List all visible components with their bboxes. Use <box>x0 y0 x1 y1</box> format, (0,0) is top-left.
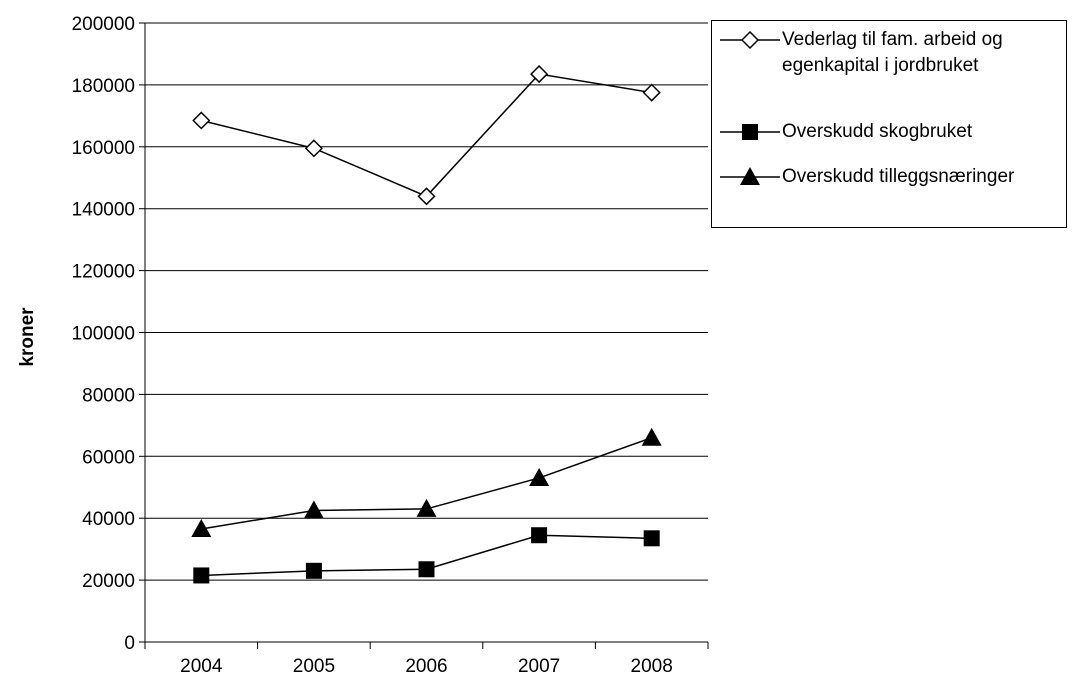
data-point <box>416 498 437 517</box>
y-tick-label: 180000 <box>72 76 135 97</box>
data-point <box>418 561 435 578</box>
y-tick-label: 120000 <box>72 262 135 283</box>
y-tick-labels: 0 20000 40000 60000 80000 100000 120000 140000 1… <box>72 14 135 654</box>
y-tick-label: 40000 <box>82 509 135 530</box>
data-point <box>530 65 549 84</box>
data-point <box>191 519 212 538</box>
data-point <box>193 567 210 584</box>
data-point <box>643 530 660 547</box>
y-tick-label: 100000 <box>72 324 135 345</box>
data-point <box>529 467 550 486</box>
y-axis-title: kroner <box>17 307 38 367</box>
x-tick-label: 2005 <box>293 656 335 677</box>
data-point <box>192 111 211 130</box>
data-point <box>531 527 548 544</box>
legend-marker <box>742 124 758 140</box>
series-2 <box>193 527 660 584</box>
y-tick-label: 140000 <box>72 200 135 221</box>
x-tick-label: 2007 <box>518 656 560 677</box>
y-tick-label: 0 <box>124 633 135 654</box>
y-tick-label: 160000 <box>72 138 135 159</box>
legend-label: Vederlag til fam. arbeid og egenkapital … <box>782 29 1003 76</box>
data-point <box>417 187 436 206</box>
data-point <box>641 427 662 446</box>
data-point <box>642 83 661 102</box>
legend-label: Overskudd tilleggsnæringer <box>782 166 1015 187</box>
y-tick-label: 200000 <box>72 14 135 35</box>
legend-key-icon <box>718 166 782 188</box>
legend-entry: Overskudd skogbruket <box>718 119 972 145</box>
x-tick-labels: 2004 2005 2006 2007 2008 <box>180 656 673 677</box>
data-point <box>304 139 323 158</box>
legend-marker <box>740 30 760 50</box>
x-tick-label: 2006 <box>405 656 447 677</box>
x-tick-label: 2008 <box>631 656 673 677</box>
series-1 <box>192 65 661 206</box>
series-line <box>201 73 652 198</box>
gridlines <box>145 22 708 581</box>
y-tick-label: 80000 <box>82 385 135 406</box>
series-3 <box>191 427 662 538</box>
legend: Vederlag til fam. arbeid og egenkapital … <box>711 20 1067 228</box>
legend-entry: Overskudd tilleggsnæringer <box>718 164 1014 190</box>
series-group <box>191 65 662 584</box>
x-tick-label: 2004 <box>180 656 223 677</box>
data-point <box>303 500 324 519</box>
axes <box>139 22 709 649</box>
legend-label: Overskudd skogbruket <box>782 121 973 142</box>
legend-entry: Vederlag til fam. arbeid og egenkapital … <box>718 27 1003 79</box>
legend-marker <box>740 167 760 185</box>
y-tick-label: 20000 <box>82 571 135 592</box>
data-point <box>305 562 322 579</box>
legend-key-icon <box>718 29 782 51</box>
legend-key-icon <box>718 121 782 143</box>
y-tick-label: 60000 <box>82 447 135 468</box>
